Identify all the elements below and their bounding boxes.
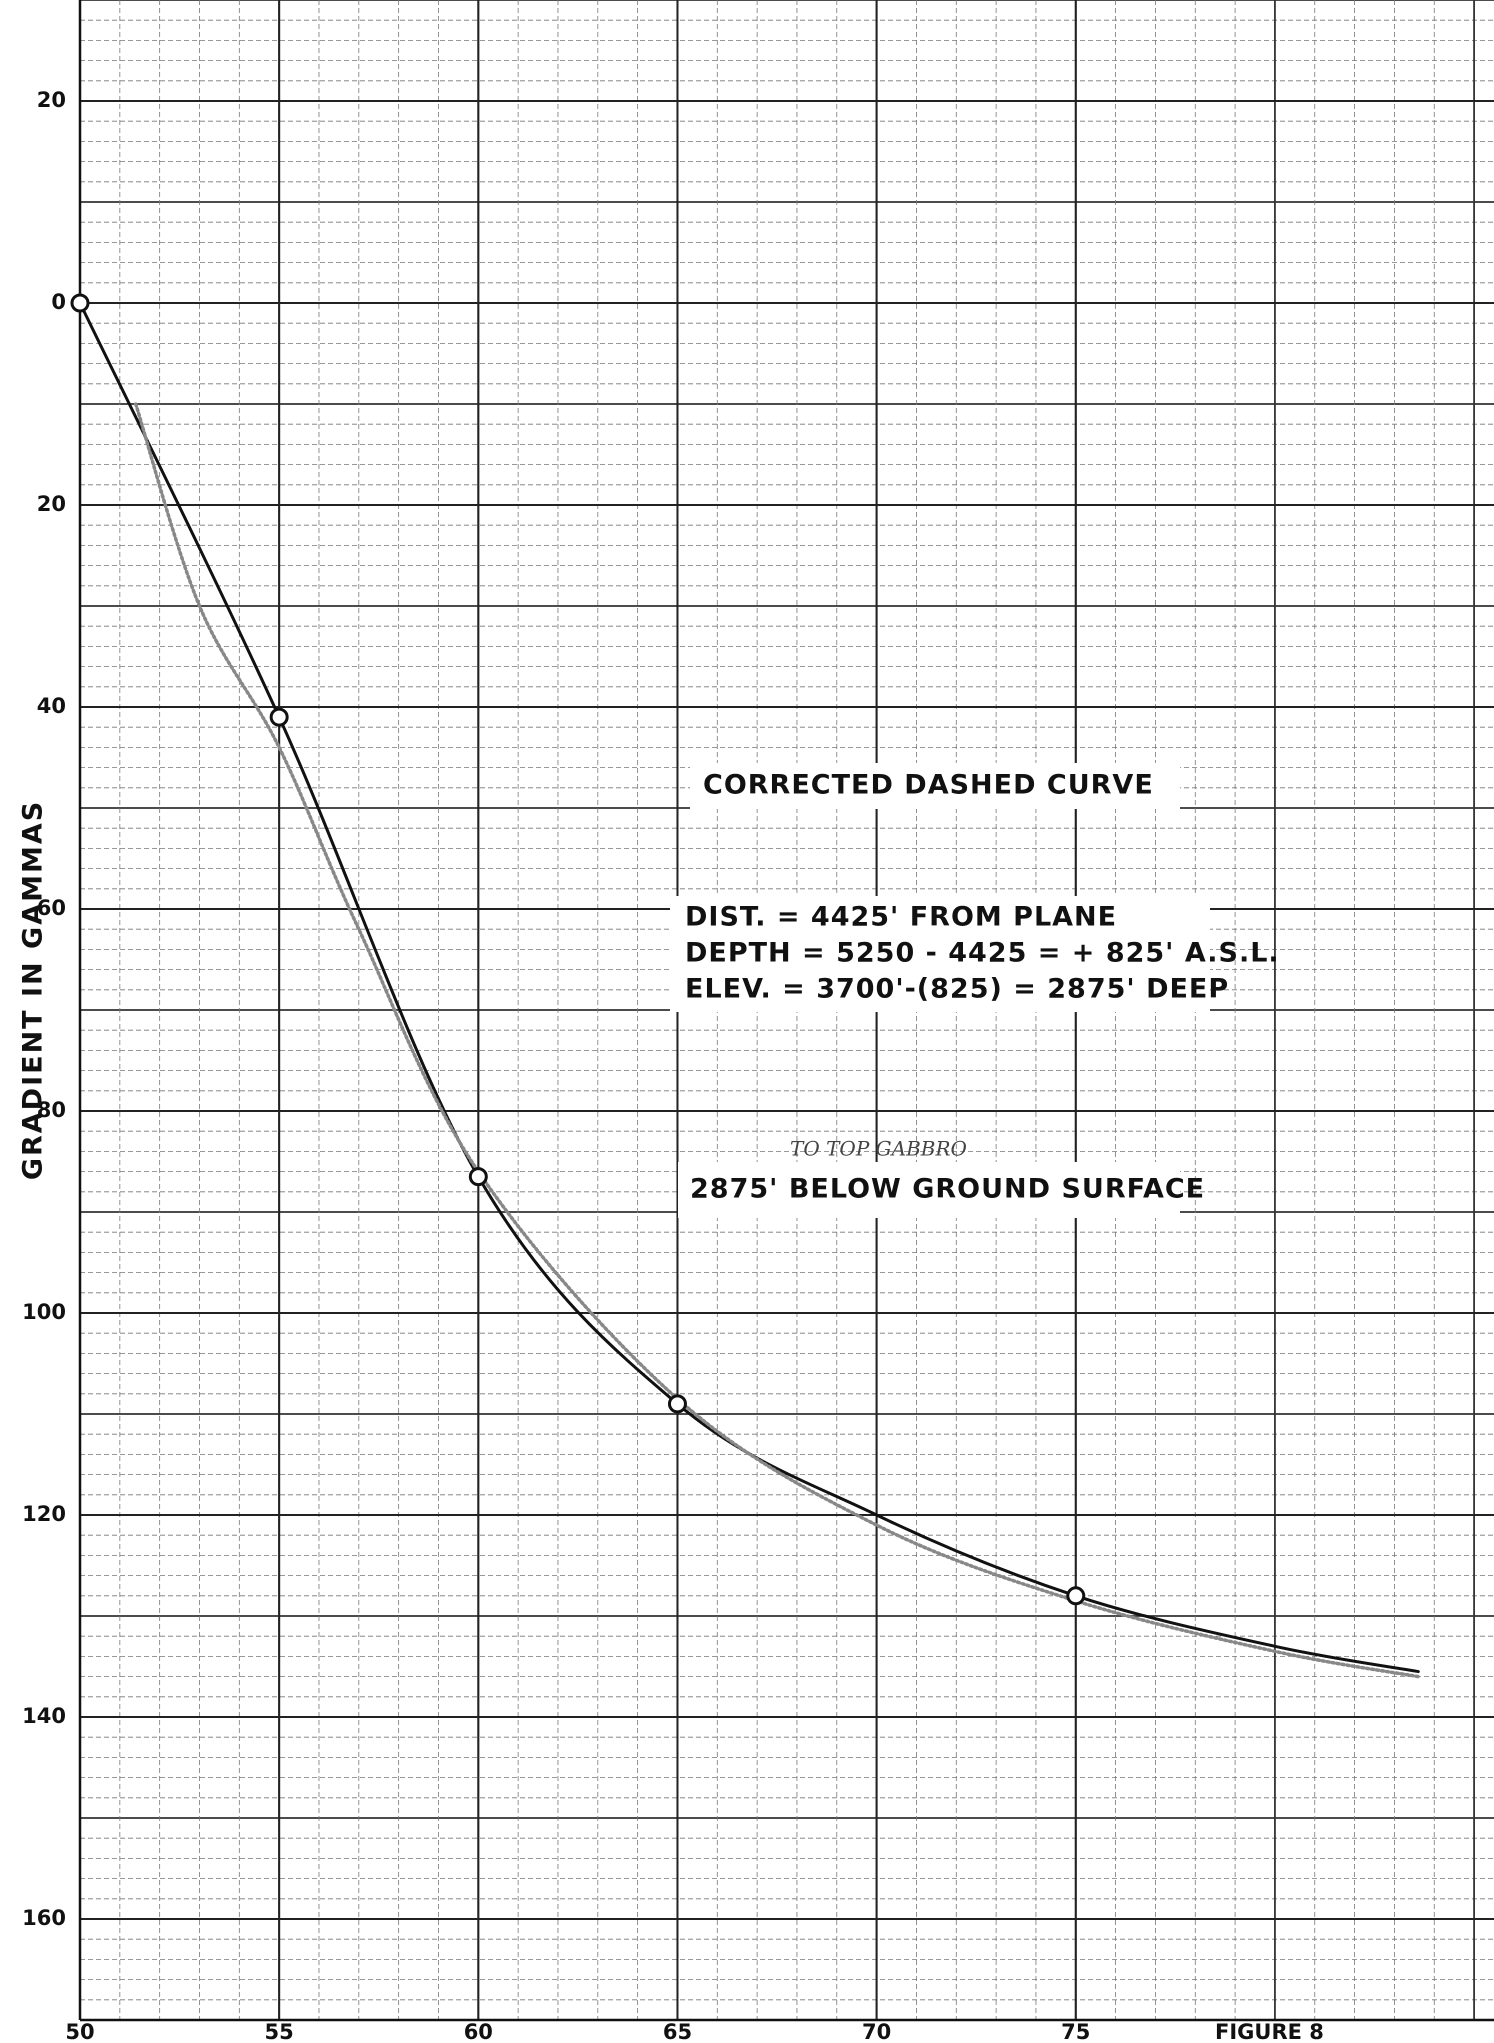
x-tick-label: 50 — [65, 2020, 94, 2043]
curves — [70, 293, 1421, 1679]
y-tick-label: 40 — [37, 694, 66, 718]
handwritten-note: TO TOP GABBRO — [790, 1137, 967, 1161]
annotation-box — [670, 896, 1210, 1012]
annotation: DIST. = 4425' FROM PLANE — [685, 902, 1117, 933]
annotation: ELEV. = 3700'-(825) = 2875' DEEP — [685, 974, 1229, 1005]
x-tick-label: 55 — [265, 2020, 294, 2043]
annotation: DEPTH = 5250 - 4425 = + 825' A.S.L. — [685, 938, 1280, 969]
annotation: 2875' BELOW GROUND SURFACE — [690, 1174, 1205, 1205]
y-tick-label: 20 — [37, 88, 66, 112]
y-axis-title: GRADIENT IN GAMMAS — [18, 800, 49, 1180]
data-point — [70, 293, 90, 313]
x-tick-label: 60 — [464, 2020, 493, 2043]
y-tick-label: 0 — [51, 290, 66, 314]
annotation: CORRECTED DASHED CURVE — [703, 770, 1154, 801]
annotation-box — [678, 1162, 1180, 1218]
x-tick-label: 75 — [1061, 2020, 1090, 2043]
figure-label: FIGURE 8 — [1215, 2020, 1324, 2043]
y-tick-label: 100 — [22, 1300, 66, 1324]
data-point — [667, 1394, 687, 1414]
corrected-curve — [134, 402, 1421, 1679]
data-point — [1066, 1586, 1086, 1606]
x-tick-label: 65 — [663, 2020, 692, 2043]
y-tick-label: 80 — [37, 1098, 66, 1122]
data-point — [269, 707, 289, 727]
annotation-box — [690, 763, 1180, 809]
y-tick-label: 160 — [22, 1906, 66, 1930]
data-point — [468, 1167, 488, 1187]
labels: 20 0 20 40 60 80 100 120 140 160 50 55 60 65 70 75 CORRE… — [22, 88, 1324, 2043]
y-tick-label: 60 — [37, 896, 66, 920]
x-tick-label: 70 — [862, 2020, 891, 2043]
y-tick-label: 140 — [22, 1704, 66, 1728]
y-tick-label: 120 — [22, 1502, 66, 1526]
y-tick-label: 20 — [37, 492, 66, 516]
